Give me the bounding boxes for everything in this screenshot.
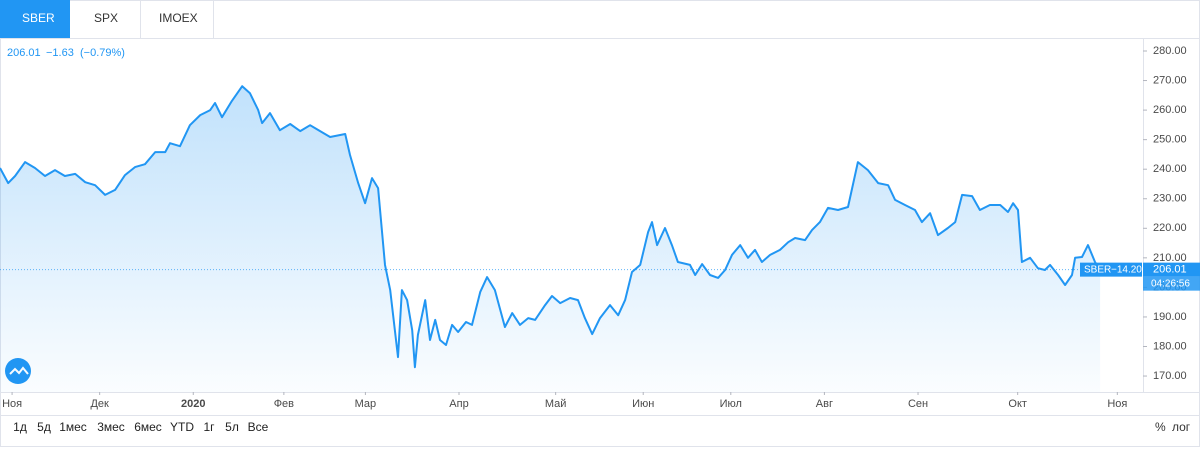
tag-timer: 04:26:56	[1151, 278, 1190, 289]
range-button[interactable]: 5д	[37, 420, 51, 434]
x-tick-label: Мар	[355, 398, 377, 410]
price-line	[0, 85, 1101, 369]
x-tick-label: Июл	[720, 398, 742, 410]
scale-percent[interactable]: %	[1155, 420, 1166, 434]
tag-price: 206.01	[1153, 264, 1187, 276]
legend-change-pct: (−0.79%)	[80, 47, 125, 59]
range-button[interactable]: 5л	[225, 420, 239, 434]
x-tick-label: Авг	[816, 398, 833, 410]
range-button[interactable]: 1д	[13, 420, 27, 434]
tag-name-bg	[1080, 262, 1142, 277]
tag-change: −14.20%	[1111, 264, 1151, 275]
x-tick-label: Сен	[908, 398, 928, 410]
y-tick-label: 250.00	[1153, 134, 1187, 146]
tab[interactable]: SPX	[94, 11, 118, 25]
tag-name: SBER	[1084, 264, 1111, 275]
range-button[interactable]: 1мес	[59, 420, 87, 434]
y-tick-label: 170.00	[1153, 370, 1187, 382]
range-button[interactable]: Все	[248, 420, 269, 434]
range-button[interactable]: 3мес	[97, 420, 125, 434]
x-tick-label: Апр	[449, 398, 468, 410]
tab[interactable]: SBER	[22, 11, 55, 25]
legend-change: −1.63	[46, 47, 74, 59]
y-tick-label: 180.00	[1153, 340, 1187, 352]
tag-timer-bg	[1143, 276, 1200, 291]
scale-log[interactable]: лог	[1172, 420, 1191, 434]
y-tick-label: 280.00	[1153, 45, 1187, 57]
x-tick-label: Фев	[274, 398, 294, 410]
tab[interactable]: IMOEX	[159, 11, 198, 25]
range-button[interactable]: 1г	[203, 420, 215, 434]
x-tick-label: Окт	[1008, 398, 1027, 410]
y-tick-label: 210.00	[1153, 252, 1187, 264]
y-tick-label: 270.00	[1153, 74, 1187, 86]
x-tick-label: Ноя	[2, 398, 22, 410]
x-tick-label: Май	[545, 398, 567, 410]
range-button[interactable]: 6мес	[134, 420, 162, 434]
x-tick-label: Ноя	[1107, 398, 1127, 410]
y-tick-label: 260.00	[1153, 104, 1187, 116]
y-tick-label: 190.00	[1153, 311, 1187, 323]
y-tick-label: 230.00	[1153, 193, 1187, 205]
legend-price: 206.01	[7, 47, 41, 59]
tab-active-bg[interactable]	[0, 0, 70, 38]
x-tick-label: 2020	[181, 398, 205, 410]
x-tick-label: Июн	[632, 398, 654, 410]
y-tick-label: 220.00	[1153, 222, 1187, 234]
x-tick-label: Дек	[90, 398, 109, 410]
y-tick-label: 240.00	[1153, 163, 1187, 175]
area	[0, 86, 1101, 392]
range-button[interactable]: YTD	[170, 420, 194, 434]
tag-price-bg	[1143, 262, 1200, 277]
